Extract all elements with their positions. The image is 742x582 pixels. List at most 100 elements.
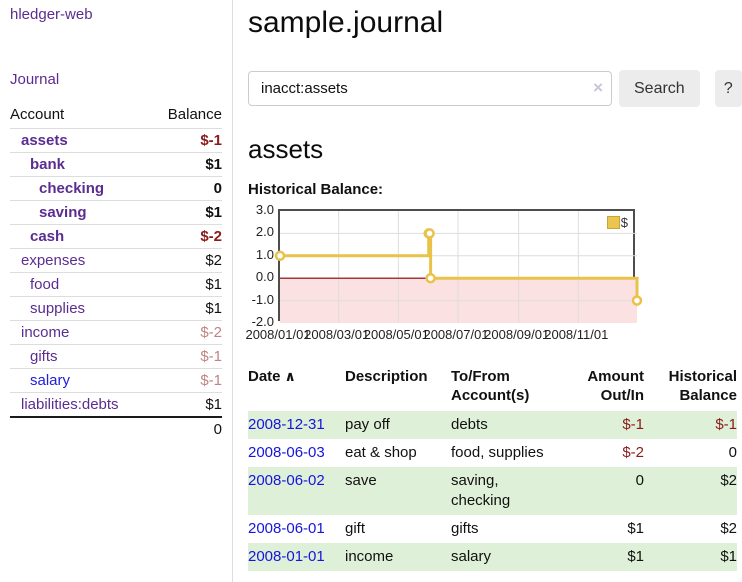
account-row: assets $-1 xyxy=(10,128,222,153)
y-tick-label: 0.0 xyxy=(255,269,274,285)
transaction-amount: 0 xyxy=(556,467,644,515)
account-link[interactable]: cash xyxy=(30,228,65,245)
search-button[interactable]: Search xyxy=(619,70,700,107)
transaction-description: eat & shop xyxy=(345,444,417,461)
transaction-date-cell: 2008-06-02 xyxy=(248,467,345,515)
transaction-row[interactable]: 2008-06-03 eat & shop food, supplies $-2… xyxy=(248,439,737,467)
account-balance: $1 xyxy=(151,392,222,417)
register-header-description: Description xyxy=(345,368,428,385)
account-row: saving $1 xyxy=(10,200,222,225)
account-name-cell: bank xyxy=(10,152,152,177)
sort-asc-icon: ∧ xyxy=(284,368,296,384)
register-header-row: Date ∧ Description To/From Account(s) Amo… xyxy=(248,365,737,411)
clear-search-icon[interactable]: × xyxy=(593,78,603,97)
account-balance: $-2 xyxy=(151,224,222,249)
accounts-total-value: 0 xyxy=(151,416,222,441)
account-balance: $-1 xyxy=(151,128,222,153)
sidebar: hledger-web Journal Account Balance asse… xyxy=(0,0,233,582)
help-button[interactable]: ? xyxy=(714,70,742,107)
register-header-accounts-line2: Account(s) xyxy=(451,387,530,404)
account-link[interactable]: checking xyxy=(39,180,105,197)
account-row: cash $-2 xyxy=(10,224,222,249)
account-link[interactable]: food xyxy=(30,276,60,293)
account-balance: $-2 xyxy=(151,320,222,345)
transaction-date-link[interactable]: 2008-06-01 xyxy=(248,520,325,537)
account-name-cell: cash xyxy=(10,224,152,249)
account-link[interactable]: assets xyxy=(21,132,68,149)
transaction-row[interactable]: 2008-12-31 pay off debts $-1 $-1 xyxy=(248,411,737,439)
account-link[interactable]: bank xyxy=(30,156,66,173)
chart-title: Historical Balance: xyxy=(248,181,384,198)
search-input[interactable] xyxy=(248,71,612,106)
accounts-header-row: Account Balance xyxy=(10,103,222,129)
account-link[interactable]: supplies xyxy=(30,300,86,317)
transaction-date-cell: 2008-01-01 xyxy=(248,543,345,571)
register-header-amount-line2: Out/In xyxy=(600,387,644,404)
account-balance: $1 xyxy=(151,200,222,225)
account-name-cell: saving xyxy=(10,200,152,225)
account-row: gifts $-1 xyxy=(10,344,222,369)
register-header-amount: Amount Out/In xyxy=(556,365,644,411)
account-name-cell: expenses xyxy=(10,248,152,273)
account-link[interactable]: gifts xyxy=(30,348,58,365)
account-row: salary $-1 xyxy=(10,368,222,393)
transaction-date-link[interactable]: 2008-06-02 xyxy=(248,472,325,489)
app-brand-link[interactable]: hledger-web xyxy=(10,6,93,23)
account-link[interactable]: salary xyxy=(30,372,71,389)
account-link[interactable]: saving xyxy=(39,204,87,221)
y-tick-label: -2.0 xyxy=(251,314,274,329)
legend-label: $ xyxy=(620,215,628,230)
balance-chart-canvas xyxy=(274,211,643,323)
account-link[interactable]: liabilities:debts xyxy=(21,396,119,413)
account-balance: $1 xyxy=(151,272,222,297)
chart-x-axis: 2008/01/01 2008/03/01 2008/05/01 2008/07/01… xyxy=(245,327,635,343)
register-header-date-label: Date xyxy=(248,368,281,385)
transaction-accounts: saving, checking xyxy=(451,467,556,515)
register-header-amount-line1: Amount xyxy=(587,368,644,385)
transaction-row[interactable]: 2008-06-01 gift gifts $1 $2 xyxy=(248,515,737,543)
account-page-title: assets xyxy=(248,134,324,164)
transaction-date-link[interactable]: 2008-06-03 xyxy=(248,444,325,461)
transaction-row[interactable]: 2008-01-01 income salary $1 $1 xyxy=(248,543,737,571)
chart-plot-area[interactable]: $ xyxy=(274,209,643,323)
x-tick-label: 2008/01/01 xyxy=(245,327,311,342)
balance-chart: 3.0 2.0 1.0 0.0 -1.0 -2.0 $ 2008/01/01 2008/03… xyxy=(245,202,742,345)
register-header-balance-line2: Balance xyxy=(679,387,737,404)
register-table: Date ∧ Description To/From Account(s) Amo… xyxy=(248,365,737,571)
search-form: × Search ? xyxy=(248,70,742,107)
search-box: × xyxy=(248,71,612,106)
register-header-accounts-line1: To/From xyxy=(451,368,510,385)
transaction-amount: $1 xyxy=(556,543,644,571)
transaction-balance: $-1 xyxy=(644,411,737,439)
transaction-date-link[interactable]: 2008-12-31 xyxy=(248,416,325,433)
transaction-description: save xyxy=(345,467,451,515)
main-content: sample.journal × Search ? assets Histori… xyxy=(245,0,742,571)
transaction-date-link[interactable]: 2008-01-01 xyxy=(248,548,325,565)
account-balance: 0 xyxy=(151,176,222,201)
legend-swatch-icon xyxy=(606,216,620,229)
account-row: income $-2 xyxy=(10,320,222,345)
accounts-total-row: 0 xyxy=(10,416,222,441)
transaction-row[interactable]: 2008-06-02 save saving, checking 0 $2 xyxy=(248,467,737,515)
account-balance: $1 xyxy=(151,152,222,177)
accounts-table: Account Balance assets $-1 bank $1 check… xyxy=(10,103,222,441)
account-balance: $1 xyxy=(151,296,222,321)
account-name-cell: checking xyxy=(10,176,152,201)
register-header-date[interactable]: Date ∧ xyxy=(248,365,345,411)
account-balance: $-1 xyxy=(151,344,222,369)
transaction-description: gift xyxy=(345,520,366,537)
accounts-header-account: Account xyxy=(10,106,65,123)
chart-y-axis: 3.0 2.0 1.0 0.0 -1.0 -2.0 xyxy=(248,202,274,329)
account-name-cell: liabilities:debts xyxy=(10,392,152,417)
chart-legend: $ xyxy=(604,214,630,231)
account-row: food $1 xyxy=(10,272,222,297)
account-link[interactable]: income xyxy=(21,324,70,341)
account-row: checking 0 xyxy=(10,176,222,201)
transaction-amount: $1 xyxy=(627,520,644,537)
transaction-balance: 0 xyxy=(728,444,737,461)
transaction-accounts: food, supplies xyxy=(451,444,544,461)
account-row: expenses $2 xyxy=(10,248,222,273)
account-name-cell: food xyxy=(10,272,152,297)
account-link[interactable]: expenses xyxy=(21,252,86,269)
sidebar-item-journal[interactable]: Journal xyxy=(10,71,60,88)
